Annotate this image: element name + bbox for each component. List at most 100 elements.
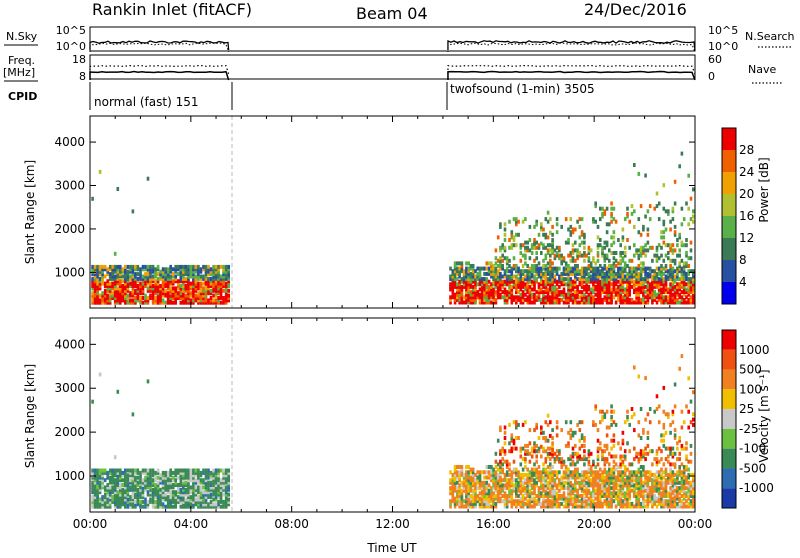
scatter-cell xyxy=(513,499,516,503)
scatter-cell xyxy=(545,264,548,268)
scatter-cell xyxy=(227,289,230,293)
colorbar-cell xyxy=(722,260,736,282)
scatter-cell xyxy=(628,259,631,263)
scatter-cell xyxy=(520,473,523,477)
scatter-cell xyxy=(501,499,504,503)
scatter-cell xyxy=(535,246,538,250)
scatter-cell xyxy=(134,289,137,293)
scatter-cell xyxy=(665,228,668,232)
scatter-cell xyxy=(653,494,656,498)
scatter-cell xyxy=(665,254,668,258)
scatter-cell xyxy=(169,286,172,290)
scatter-cell xyxy=(622,439,625,443)
scatter-cell xyxy=(685,238,688,242)
scatter-cell xyxy=(678,164,681,168)
scatter-cell xyxy=(658,470,661,474)
scatter-cell xyxy=(579,481,582,485)
scatter-cell xyxy=(465,267,468,271)
scatter-cell xyxy=(610,282,613,286)
scatter-cell xyxy=(585,481,588,485)
scatter-cell xyxy=(676,486,679,490)
scatter-cell xyxy=(535,251,538,255)
scatter-cell xyxy=(127,265,130,269)
scatter-cell xyxy=(610,491,613,495)
scatter-cell xyxy=(547,235,550,239)
scatter-cell xyxy=(169,490,172,494)
scatter-cell xyxy=(129,478,132,482)
scatter-cell xyxy=(506,478,509,482)
scatter-cell xyxy=(597,251,600,255)
scatter-cell xyxy=(685,447,688,451)
scatter-cell xyxy=(642,225,645,229)
scatter-cell xyxy=(556,230,559,234)
scatter-cell xyxy=(104,478,107,482)
scatter-cell xyxy=(129,265,132,269)
scatter-cell xyxy=(565,261,568,265)
scatter-cell xyxy=(667,447,670,451)
scatter-cell xyxy=(506,267,509,271)
scatter-cell xyxy=(164,301,167,305)
scatter-cell xyxy=(180,488,183,492)
scatter-cell xyxy=(104,485,107,489)
scatter-cell xyxy=(513,447,516,451)
scatter-cell xyxy=(531,243,534,247)
scatter-cell xyxy=(513,420,516,424)
scatter-cell xyxy=(456,277,459,281)
scatter-cell xyxy=(524,486,527,490)
scatter-cell xyxy=(227,469,230,473)
scatter-cell xyxy=(669,228,672,232)
scatter-cell xyxy=(180,301,183,305)
scatter-cell xyxy=(456,465,459,469)
scatter-cell xyxy=(579,243,582,247)
scatter-cell xyxy=(515,217,518,221)
scatter-cell xyxy=(667,209,670,213)
scatter-cell xyxy=(538,233,541,237)
scatter-cell xyxy=(472,264,475,268)
scatter-cell xyxy=(601,207,604,211)
scatter-cell xyxy=(667,499,670,503)
scatter-cell xyxy=(147,490,150,494)
scatter-cell xyxy=(449,486,452,490)
scatter-cell xyxy=(513,280,516,284)
scatter-cell xyxy=(676,470,679,474)
scatter-cell xyxy=(638,468,641,472)
scatter-cell xyxy=(147,296,150,300)
scatter-cell xyxy=(572,447,575,451)
scatter-cell xyxy=(560,225,563,229)
scatter-cell xyxy=(638,476,641,480)
scatter-cell xyxy=(647,470,650,474)
scatter-cell xyxy=(551,465,554,469)
colorbar-tick-label: 16 xyxy=(739,209,754,223)
scatter-cell xyxy=(572,293,575,297)
scatter-cell xyxy=(122,488,125,492)
scatter-cell xyxy=(669,220,672,224)
scatter-cell xyxy=(531,280,534,284)
scatter-cell xyxy=(588,460,591,464)
scatter-cell xyxy=(91,400,94,404)
scatter-cell xyxy=(579,428,582,432)
scatter-cell xyxy=(663,423,666,427)
scatter-cell xyxy=(190,291,193,295)
scatter-cell xyxy=(678,436,681,440)
scatter-cell xyxy=(531,293,534,297)
scatter-cell xyxy=(147,500,150,504)
scatter-cell xyxy=(624,217,627,221)
scatter-cell xyxy=(195,498,198,502)
scatter-cell xyxy=(626,410,629,414)
scatter-cell xyxy=(463,301,466,305)
scatter-cell xyxy=(476,470,479,474)
scatter-cell xyxy=(560,502,563,506)
scatter-cell xyxy=(640,470,643,474)
scatter-cell xyxy=(492,491,495,495)
scatter-cell xyxy=(167,291,170,295)
scatter-cell xyxy=(538,436,541,440)
scatter-cell xyxy=(638,452,641,456)
scatter-cell xyxy=(556,420,559,424)
scatter-cell xyxy=(227,265,230,269)
scatter-cell xyxy=(687,277,690,281)
scatter-cell xyxy=(185,294,188,298)
scatter-cell xyxy=(529,238,532,242)
scatter-cell xyxy=(549,420,552,424)
scatter-cell xyxy=(449,499,452,503)
